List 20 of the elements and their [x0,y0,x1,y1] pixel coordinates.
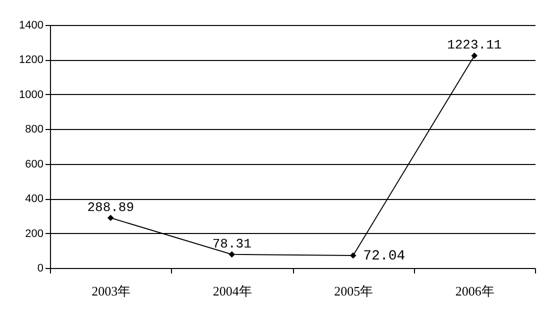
point [228,251,236,258]
y-tick-label: 0 [37,262,44,274]
x-tick-label: 2006年 [455,284,494,298]
point [107,214,114,222]
point [471,52,478,59]
y-tick-label: 1000 [19,88,44,101]
x-tick-label: 2005年 [334,284,374,298]
x-tick-label: 2003年 [92,284,131,298]
y-tick-label: 400 [25,193,44,206]
y-tick-label: 1200 [19,54,44,66]
y-tick-label: 600 [25,158,44,170]
data-label: 72.04 [363,248,406,264]
point [350,252,356,259]
data-label: 78.31 [212,236,252,252]
data-label: 288.89 [87,200,134,215]
data-label: 1223.11 [447,38,502,53]
y-tick-label: 1400 [19,20,44,32]
y-tick-label: 200 [25,228,44,240]
y-tick-label: 800 [25,124,44,136]
x-tick-label: 2004年 [212,284,252,298]
